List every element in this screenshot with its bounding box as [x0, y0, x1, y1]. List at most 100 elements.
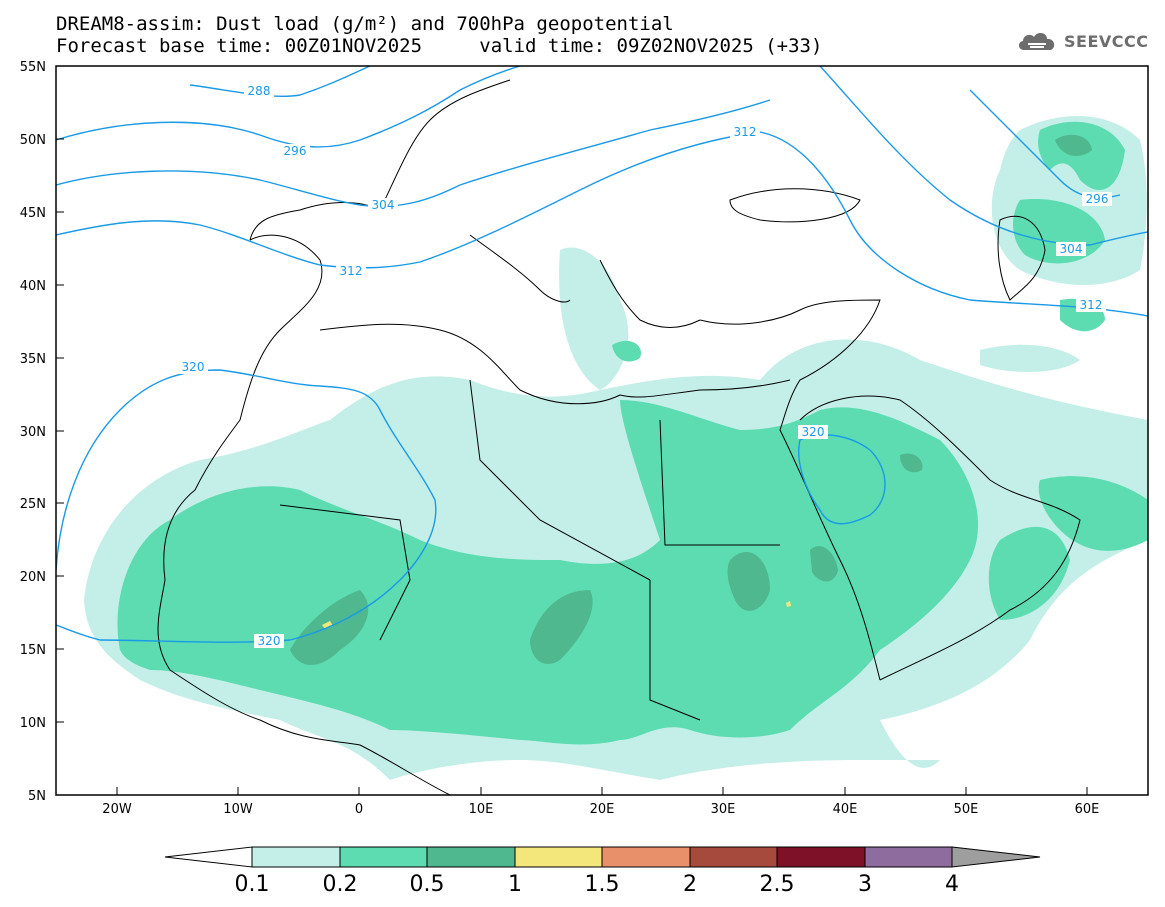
lat-label: 5N: [28, 789, 46, 804]
border-sudan: [649, 580, 701, 721]
border-algeria-libya: [469, 379, 651, 581]
contour-label: 304: [372, 198, 395, 212]
lon-label: 60E: [1075, 802, 1100, 817]
dust-field: [84, 116, 1148, 780]
dust-level-dark: [1055, 134, 1092, 156]
contour-320: [56, 369, 437, 643]
contour-312: [56, 131, 1148, 317]
cloud-icon: [1018, 33, 1055, 50]
contour-296: [56, 66, 521, 148]
lat-label: 55N: [20, 60, 46, 75]
contour-288: [189, 66, 371, 98]
colorbar-tick: 0.5: [410, 872, 445, 897]
colorbar-ticks: 0.1 0.2 0.5 1 1.5 2 2.5 3 4: [235, 872, 960, 897]
dust-level-medium: [117, 400, 979, 745]
dust-level-dark: [900, 453, 923, 473]
colorbar-tick: 1: [508, 872, 522, 897]
colorbar-swatch: [514, 846, 603, 868]
lon-label: 0: [355, 802, 363, 817]
lat-labels: 55N 50N 45N 40N 35N 30N 25N 20N 15N 10N …: [20, 60, 46, 804]
contour-label: 312: [734, 125, 757, 139]
colorbar-tick: 3: [858, 872, 872, 897]
colorbar-tick: 0.2: [323, 872, 358, 897]
coastline-mediterranean: [319, 323, 791, 405]
coastline-italy: [469, 234, 571, 303]
contour-304: [56, 99, 771, 207]
contour-label: 320: [802, 425, 825, 439]
dust-level-dark: [727, 551, 770, 611]
lon-label: 10W: [223, 802, 253, 817]
colorbar-tick: 0.1: [235, 872, 270, 897]
coastline-black-sea: [729, 188, 861, 223]
lon-ticks: [116, 787, 1088, 795]
lat-label: 50N: [20, 133, 46, 148]
dust-level-dark: [810, 546, 838, 582]
colorbar-swatch: [339, 846, 428, 868]
lat-label: 30N: [20, 425, 46, 440]
lon-labels: 20W 10W 0 10E 20E 30E 40E 50E 60E: [102, 802, 1099, 817]
coastline-africa-west: [157, 234, 451, 795]
contour-label: 304: [1060, 242, 1083, 256]
lat-label: 10N: [20, 716, 46, 731]
colorbar-tick: 4: [945, 872, 959, 897]
map-subtitle: Forecast base time: 00Z01NOV2025 valid t…: [56, 36, 822, 56]
colorbar-swatch: [776, 846, 866, 868]
logo-text: SEEVCCC: [1064, 31, 1149, 51]
dust-level-light: [980, 344, 1080, 372]
lon-label: 10E: [469, 802, 494, 817]
coastlines: [157, 79, 1081, 795]
border-egypt: [659, 419, 780, 546]
dust-level-high: [786, 601, 791, 607]
lon-label: 20E: [590, 802, 615, 817]
dust-level-light: [559, 247, 629, 390]
colorbar-tick: 2.5: [760, 872, 795, 897]
contour-labels: 288 296 304 312 320 320 320 296 304 312 …: [178, 84, 1112, 648]
lat-label: 40N: [20, 279, 46, 294]
colorbar-tick: 2: [683, 872, 697, 897]
dust-level-medium: [988, 526, 1070, 620]
contour-label: 296: [1086, 192, 1109, 206]
contour-304-east: [819, 66, 1148, 246]
colorbar-tick: 1.5: [585, 872, 620, 897]
lat-label: 35N: [20, 352, 46, 367]
contour-label: 312: [340, 264, 363, 278]
lon-label: 50E: [954, 802, 979, 817]
contour-label: 312: [1080, 298, 1103, 312]
coastline-caspian: [997, 215, 1046, 301]
coastline-arabia: [799, 395, 1081, 681]
lon-label: 20W: [102, 802, 132, 817]
seevccc-logo: SEEVCCC: [1016, 26, 1156, 56]
border-mauritania-mali: [279, 504, 411, 641]
dust-level-dark: [530, 590, 593, 664]
colorbar-max-arrow: [951, 846, 1041, 868]
lon-label: 40E: [833, 802, 858, 817]
valid-time: valid time: 09Z02NOV2025 (+33): [479, 35, 823, 57]
lon-label: 30E: [711, 802, 736, 817]
colorbar-swatch: [864, 846, 953, 868]
coastline-europe: [249, 79, 511, 241]
contour-label: 288: [248, 84, 271, 98]
colorbar-min-arrow: [164, 846, 253, 868]
contour-label: 320: [258, 634, 281, 648]
contour-320-east: [798, 434, 886, 525]
colorbar-swatch: [426, 846, 516, 868]
colorbar: [164, 846, 1041, 868]
coastline-red-sea: [779, 429, 881, 681]
contour-label: 320: [182, 360, 205, 374]
colorbar-swatch: [251, 846, 341, 868]
map-title: DREAM8-assim: Dust load (g/m²) and 700hP…: [56, 13, 674, 35]
lat-label: 45N: [20, 206, 46, 221]
lat-label: 15N: [20, 643, 46, 658]
contour-label: 296: [284, 144, 307, 158]
base-time: Forecast base time: 00Z01NOV2025: [56, 35, 423, 57]
coastline-turkey-levant: [699, 299, 881, 431]
dust-level-medium: [1038, 476, 1148, 551]
lat-label: 25N: [20, 497, 46, 512]
lat-label: 20N: [20, 570, 46, 585]
coastline-greece: [599, 259, 701, 328]
colorbar-swatch: [601, 846, 691, 868]
dust-level-medium: [612, 340, 641, 362]
lat-ticks: [56, 65, 64, 723]
colorbar-swatch: [689, 846, 778, 868]
